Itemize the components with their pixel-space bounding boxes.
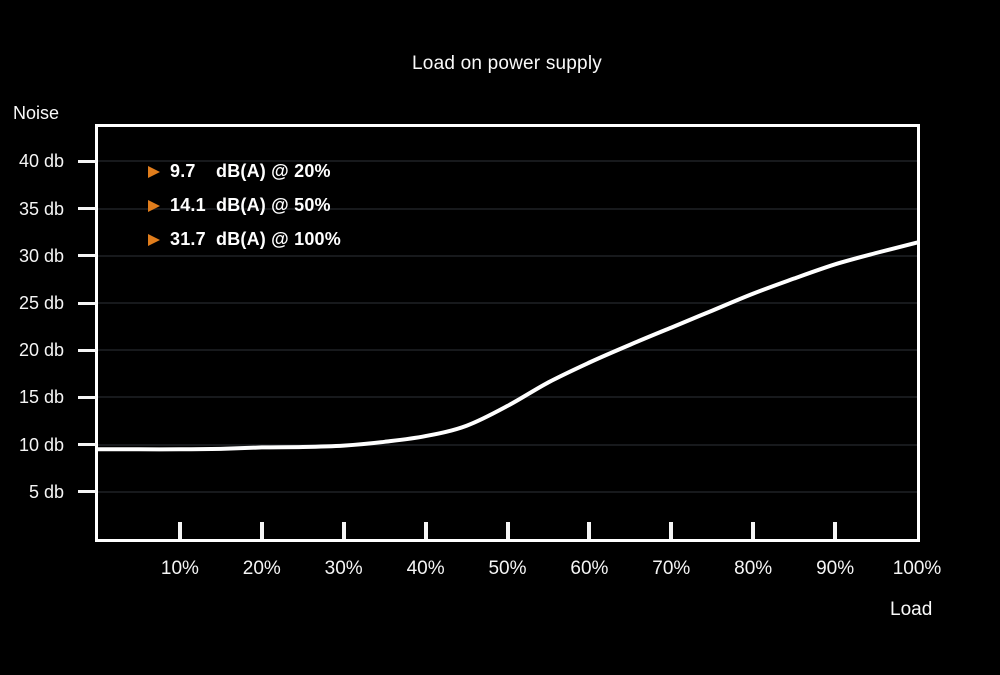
x-tick-70pct: [669, 522, 674, 539]
y-tick-label-35db: 35 db: [18, 198, 64, 219]
right-triangle-icon: [148, 199, 160, 212]
y-tick-label-10db: 10 db: [18, 434, 64, 455]
x-axis-title: Load: [890, 599, 933, 620]
legend: 9.7 dB(A) @ 20% 14.1 dB(A) @ 50% 31.7 dB(A) @…: [148, 160, 341, 262]
y-tick-label-25db: 25 db: [18, 293, 64, 314]
x-tick-label-50pct: 50%: [488, 558, 527, 579]
y-tick-label-40db: 40 db: [18, 151, 64, 172]
x-tick-label-40pct: 40%: [406, 558, 445, 579]
gridline-25db: [98, 302, 917, 305]
chart-title: Load on power supply: [412, 53, 602, 74]
gridline-20db: [98, 349, 917, 352]
legend-value: 14.1: [170, 195, 206, 215]
right-triangle-icon: [148, 165, 160, 178]
y-tick-20db: [78, 348, 97, 352]
x-tick-label-60pct: 60%: [570, 558, 609, 579]
legend-label: dB(A) @ 50%: [216, 195, 331, 215]
y-tick-30db: [78, 254, 97, 258]
y-tick-label-5db: 5 db: [28, 481, 64, 502]
right-triangle-icon: [148, 233, 160, 246]
x-tick-60pct: [587, 522, 592, 539]
gridline-5db: [98, 490, 917, 493]
x-tick-label-90pct: 90%: [816, 558, 855, 579]
noise-curve-path: [98, 240, 917, 452]
gridline-35db: [98, 207, 917, 210]
x-tick-label-70pct: 70%: [652, 558, 691, 579]
y-tick-35db: [78, 207, 97, 211]
plot-area: 9.7 dB(A) @ 20% 14.1 dB(A) @ 50% 31.7 dB(A) @…: [98, 127, 917, 539]
legend-label: dB(A) @ 100%: [216, 229, 341, 249]
y-tick-40db: [78, 159, 97, 163]
legend-label: dB(A) @ 20%: [216, 161, 331, 181]
x-tick-label-10pct: 10%: [160, 558, 199, 579]
x-tick-label-80pct: 80%: [734, 558, 773, 579]
plot-frame: 9.7 dB(A) @ 20% 14.1 dB(A) @ 50% 31.7 dB(A) @…: [95, 124, 920, 542]
noise-curve: [98, 240, 917, 452]
x-tick-10pct: [177, 522, 182, 539]
x-tick-20pct: [259, 522, 264, 539]
y-tick-15db: [78, 395, 97, 399]
x-tick-label-30pct: 30%: [324, 558, 363, 579]
gridline-10db: [98, 443, 917, 446]
y-tick-label-30db: 30 db: [18, 245, 64, 266]
x-tick-label-100pct: 100%: [892, 558, 942, 579]
x-tick-30pct: [341, 522, 346, 539]
gridline-40db: [98, 160, 917, 163]
x-tick-90pct: [833, 522, 838, 539]
y-axis-title: Noise: [13, 103, 60, 123]
gridline-15db: [98, 396, 917, 399]
legend-value: 31.7: [170, 229, 206, 249]
y-tick-label-20db: 20 db: [18, 340, 64, 361]
x-tick-40pct: [423, 522, 428, 539]
legend-value: 9.7: [170, 161, 196, 181]
y-tick-25db: [78, 301, 97, 305]
y-tick-5db: [78, 490, 97, 494]
x-tick-50pct: [505, 522, 510, 539]
gridline-30db: [98, 254, 917, 257]
y-tick-label-15db: 15 db: [18, 387, 64, 408]
legend-item-2: 31.7 dB(A) @ 100%: [148, 228, 341, 251]
y-tick-10db: [78, 443, 97, 447]
legend-item-0: 9.7 dB(A) @ 20%: [148, 160, 341, 183]
x-tick-80pct: [751, 522, 756, 539]
legend-item-1: 14.1 dB(A) @ 50%: [148, 194, 341, 217]
x-tick-label-20pct: 20%: [242, 558, 281, 579]
